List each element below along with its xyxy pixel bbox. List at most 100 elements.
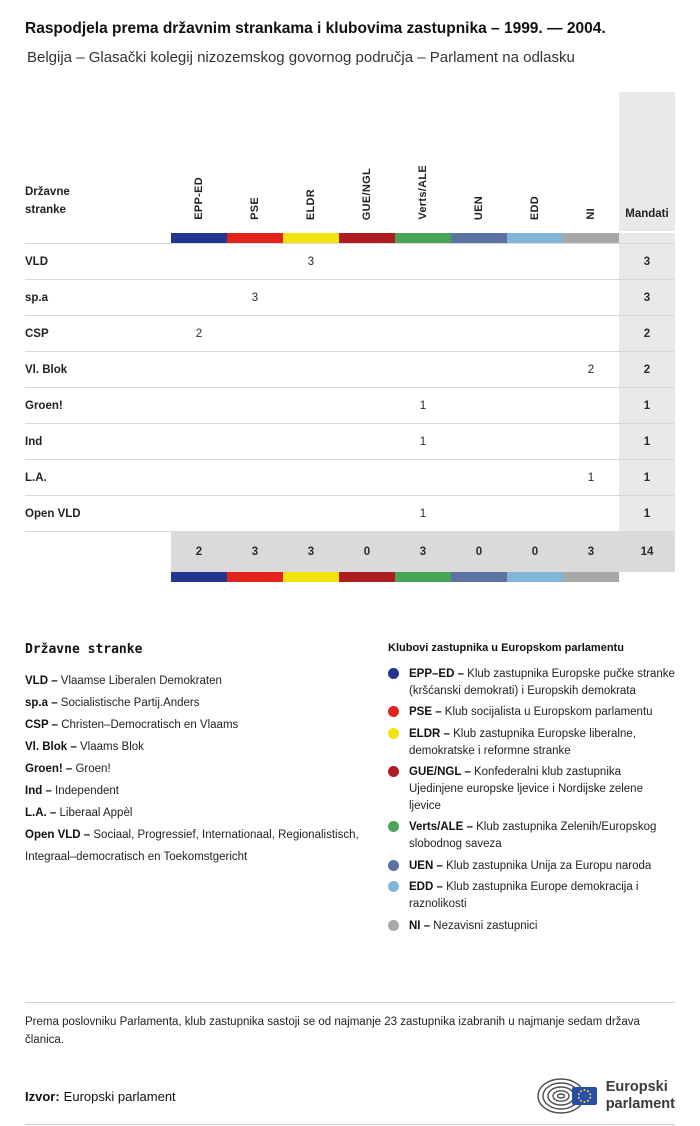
group-legend-abbr: UEN – [409,859,443,872]
seat-cell-ni-text: 2 [587,363,595,376]
column-header-pse: PSE [227,92,283,233]
seat-cell-verts-ale [395,459,451,495]
group-legend-abbr: PSE – [409,706,442,719]
page: Raspodjela prema državnim strankama i kl… [25,20,675,939]
seat-cell-epp-ed [171,387,227,423]
column-header-edd: EDD [507,92,563,233]
party-legend-item-vld: VLD – Vlaamse Liberalen Demokraten [25,675,222,687]
row-header-text: Državne stranke [25,186,70,217]
group-legend: Klubovi zastupnika u Europskom parlament… [388,642,675,939]
group-legend-text: PSE – Klub socijalista u Europskom parla… [409,706,653,719]
party-name-text: VLD [25,255,48,268]
party-legend-item-groen-: Groen! – Groen! [25,763,111,775]
seat-cell-uen [451,243,507,279]
color-bar-gue-ngl [339,233,395,243]
column-header-epp-ed: EPP-ED [171,92,227,233]
seat-cell-eldr-text: 3 [307,255,315,268]
mandates-cell-text: 2 [643,363,651,376]
seat-cell-ni: 2 [563,351,619,387]
seat-cell-eldr [283,279,339,315]
seat-cell-verts-ale [395,315,451,351]
seat-cell-epp-ed [171,423,227,459]
seat-cell-pse [227,243,283,279]
group-legend-text: EDD – Klub zastupnika Europe demokracija… [409,881,639,911]
total-edd: 0 [507,531,563,572]
mandates-cell: 1 [619,495,675,531]
seat-cell-pse [227,315,283,351]
party-name-text: Groen! [25,399,63,412]
bottom-row: Izvor: Europski parlament Europski parlam… [25,1072,675,1120]
group-legend-item-epp-ed: EPP–ED – Klub zastupnika Europske pučke … [388,666,675,699]
seat-cell-gue-ngl [339,243,395,279]
eu-flag [571,1087,597,1105]
party-legend-abbr: sp.a – [25,697,58,709]
bottom-color-bar-edd [507,572,563,582]
total-gue-ngl: 0 [339,531,395,572]
logo-line-2: parlament [605,1096,675,1112]
bottom-color-bar-epp-ed [171,572,227,582]
footnote: Prema poslovniku Parlamenta, klub zastup… [25,1002,675,1050]
mandates-cell: 1 [619,387,675,423]
total-uen-text: 0 [475,546,483,558]
total-eldr-text: 3 [307,546,315,558]
seat-cell-epp-ed [171,351,227,387]
group-legend-item-gue-ngl: GUE/NGL – Konfederalni klub zastupnika U… [388,764,675,814]
color-bar-pse [227,233,283,243]
bottom-color-bar-eldr [283,572,339,582]
bottom-color-bar-gue-ngl [339,572,395,582]
column-header-gue-ngl: GUE/NGL [339,92,395,233]
mandates-cell: 3 [619,243,675,279]
party-name: L.A. [25,459,171,495]
group-legend-abbr: ELDR – [409,728,450,741]
seat-cell-pse [227,495,283,531]
group-legend-item-eldr: ELDR – Klub zastupnika Europske liberaln… [388,726,675,759]
group-legend-text: EPP–ED – Klub zastupnika Europske pučke … [409,668,675,697]
seat-cell-eldr [283,423,339,459]
seat-cell-uen [451,495,507,531]
group-legend-abbr: EDD – [409,881,443,894]
seat-cell-edd [507,495,563,531]
column-header-eldr-text: ELDR [305,188,317,220]
party-legend-abbr: Open VLD – [25,829,91,841]
group-legend-item-ni: NI – Nezavisni zastupnici [388,918,675,935]
row-header: Državne stranke [25,92,171,232]
bottom-bar-spacer [25,572,171,582]
party-legend-abbr: Vl. Blok – [25,741,77,753]
seat-cell-verts-ale-text: 1 [419,507,427,520]
party-name-text: L.A. [25,471,47,484]
party-name-text: Vl. Blok [25,363,68,376]
seat-cell-edd [507,459,563,495]
party-name: Vl. Blok [25,351,171,387]
mandates-cell-text: 1 [643,435,651,448]
mandates-cell-text: 3 [643,291,651,304]
page-subtitle: Belgija – Glasački kolegij nizozemskog g… [27,49,575,66]
seat-cell-verts-ale: 1 [395,423,451,459]
column-header-verts-ale: Verts/ALE [395,92,451,233]
column-header-uen: UEN [451,92,507,233]
group-legend-text: GUE/NGL – Konfederalni klub zastupnika U… [409,766,643,812]
mandates-cell-text: 2 [643,327,651,340]
seat-cell-verts-ale [395,351,451,387]
party-legend-title: Državne stranke [25,642,143,657]
group-color-dot-epp-ed [388,668,399,679]
party-legend-item-l-a-: L.A. – Liberaal Appèl [25,807,133,819]
party-name: Open VLD [25,495,171,531]
seat-cell-pse [227,351,283,387]
column-header-edd-text: EDD [529,195,541,220]
seat-cell-gue-ngl [339,423,395,459]
bottom-divider [25,1124,675,1125]
seat-cell-edd [507,351,563,387]
group-legend-item-uen: UEN – Klub zastupnika Unija za Europu na… [388,858,675,875]
seat-cell-edd [507,423,563,459]
seat-cell-pse [227,459,283,495]
footnote-text: Prema poslovniku Parlamenta, klub zastup… [25,1016,640,1046]
total-epp-ed-text: 2 [195,546,203,558]
group-legend-text: ELDR – Klub zastupnika Europske liberaln… [409,728,636,757]
group-color-dot-gue-ngl [388,766,399,778]
party-legend-item-vl-blok: Vl. Blok – Vlaams Blok [25,741,144,753]
color-bar-epp-ed [171,233,227,243]
mandates-header-text: Mandati [625,208,669,220]
party-name-text: Open VLD [25,507,81,520]
ep-logo: Europski parlament [536,1074,675,1118]
mandates-cell: 1 [619,423,675,459]
